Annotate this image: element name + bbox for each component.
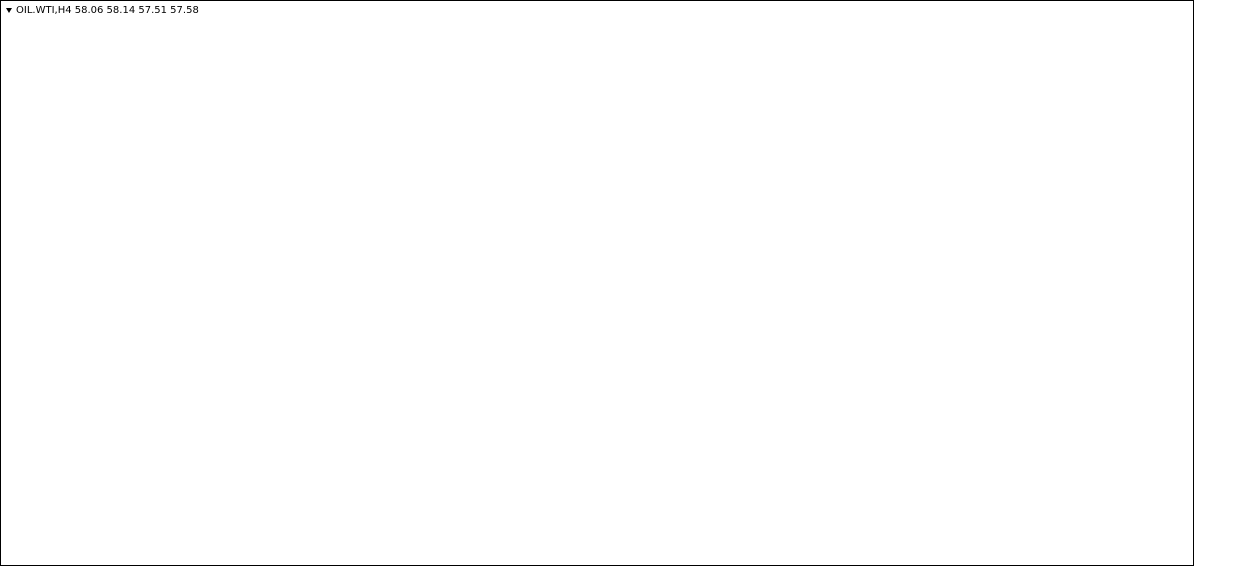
plot-frame: [0, 0, 1194, 566]
chart-title: OIL.WTI,H4 58.06 58.14 57.51 57.58: [16, 5, 199, 16]
menu-arrow[interactable]: [6, 8, 12, 13]
